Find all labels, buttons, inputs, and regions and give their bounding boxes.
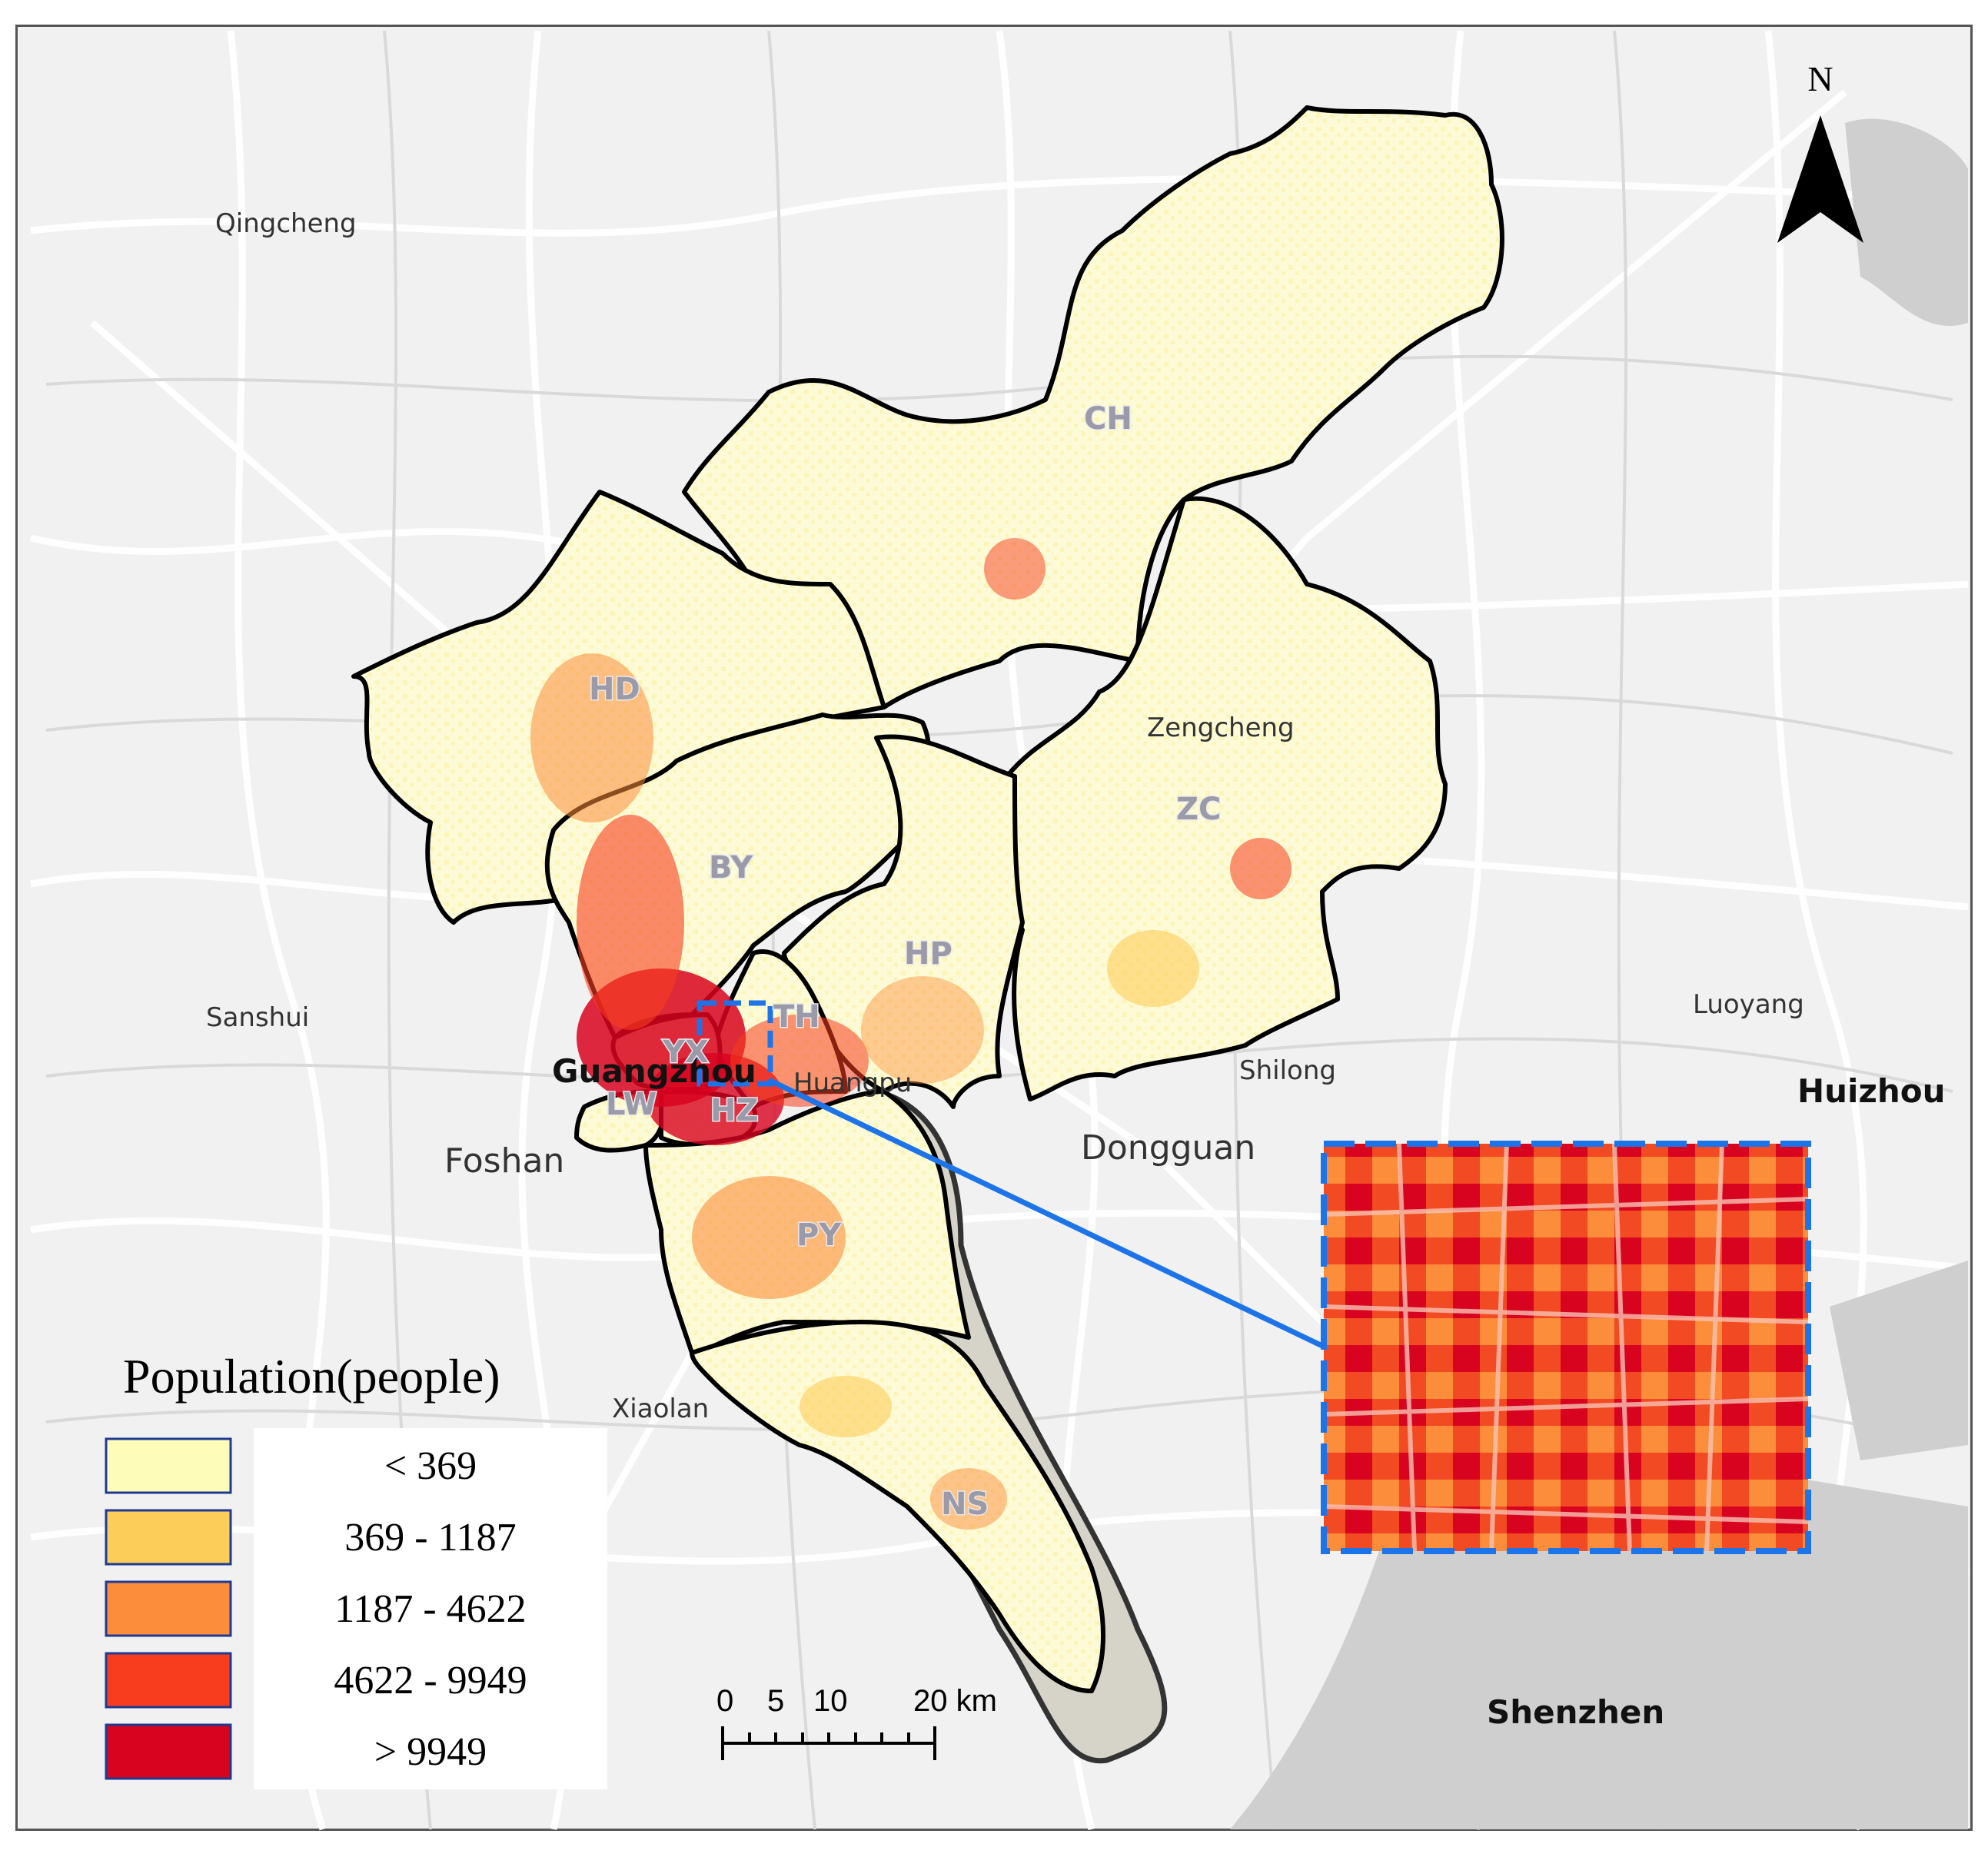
zoom-callout-line [767, 1077, 1325, 1350]
district-label-th: TH [773, 999, 820, 1035]
district-label-hp: HP [904, 936, 952, 972]
scale-tick-5: 5 [767, 1684, 784, 1718]
district-labels: CH HD ZC BY HP TH YX LW HZ PY NS [588, 400, 1222, 1523]
legend-label-2: 1187 - 4622 [334, 1587, 526, 1631]
district-zc [1000, 496, 1448, 1101]
legend-label-1: 369 - 1187 [344, 1516, 516, 1560]
city-labels: Guangzhou Huizhou Shenzhen [552, 1052, 1946, 1731]
city-huizhou: Huizhou [1797, 1072, 1946, 1110]
zoom-source-box [696, 1000, 773, 1087]
legend-swatch-2 [105, 1580, 232, 1637]
place-xiaolan: Xiaolan [612, 1394, 709, 1424]
district-label-lw: LW [606, 1087, 657, 1122]
north-label: N [1807, 59, 1833, 98]
scale-tick-20: 20 km [913, 1684, 997, 1718]
place-labels: Qingcheng Sanshui Foshan Xiaolan Zengche… [206, 208, 1804, 1424]
legend-title: Population(people) [123, 1349, 500, 1404]
place-huangpu: Huangpu [793, 1068, 912, 1098]
district-label-ns: NS [941, 1487, 989, 1522]
place-foshan: Foshan [444, 1141, 564, 1181]
district-label-ch: CH [1084, 401, 1132, 437]
place-zengcheng: Zengcheng [1147, 713, 1295, 743]
legend-label-0: < 369 [384, 1444, 477, 1488]
legend-swatch-1 [105, 1509, 232, 1566]
place-sanshui: Sanshui [206, 1002, 309, 1033]
legend-swatch-0 [105, 1437, 232, 1494]
district-label-hz: HZ [710, 1093, 758, 1128]
district-label-hd: HD [589, 672, 640, 707]
district-label-py: PY [796, 1218, 842, 1253]
scale-bar: 0 5 10 20 km [716, 1684, 997, 1760]
district-label-zc: ZC [1176, 792, 1221, 827]
district-label-by: BY [709, 850, 753, 885]
scale-tick-10: 10 [813, 1684, 848, 1718]
city-shenzhen: Shenzhen [1487, 1693, 1664, 1731]
legend-label-4: > 9949 [374, 1730, 487, 1774]
legend-label-3: 4622 - 9949 [334, 1659, 527, 1703]
inset-map [1321, 1141, 1811, 1554]
district-ns [690, 1320, 1105, 1693]
city-guangzhou: Guangzhou [552, 1052, 756, 1090]
legend-swatch-3 [105, 1652, 232, 1709]
district-hp [782, 734, 1025, 1109]
legend: Population(people) < 369 369 - 1187 1187 -… [105, 1349, 607, 1789]
north-arrow: N [1777, 59, 1863, 243]
place-qingcheng: Qingcheng [215, 208, 357, 239]
place-dongguan: Dongguan [1081, 1128, 1255, 1168]
district-label-yx: YX [662, 1035, 709, 1070]
population-hotspots [530, 538, 1292, 1530]
place-shilong: Shilong [1239, 1055, 1336, 1086]
place-luoyang: Luoyang [1693, 989, 1804, 1020]
scale-tick-0: 0 [716, 1684, 733, 1718]
legend-swatch-4 [105, 1723, 232, 1780]
